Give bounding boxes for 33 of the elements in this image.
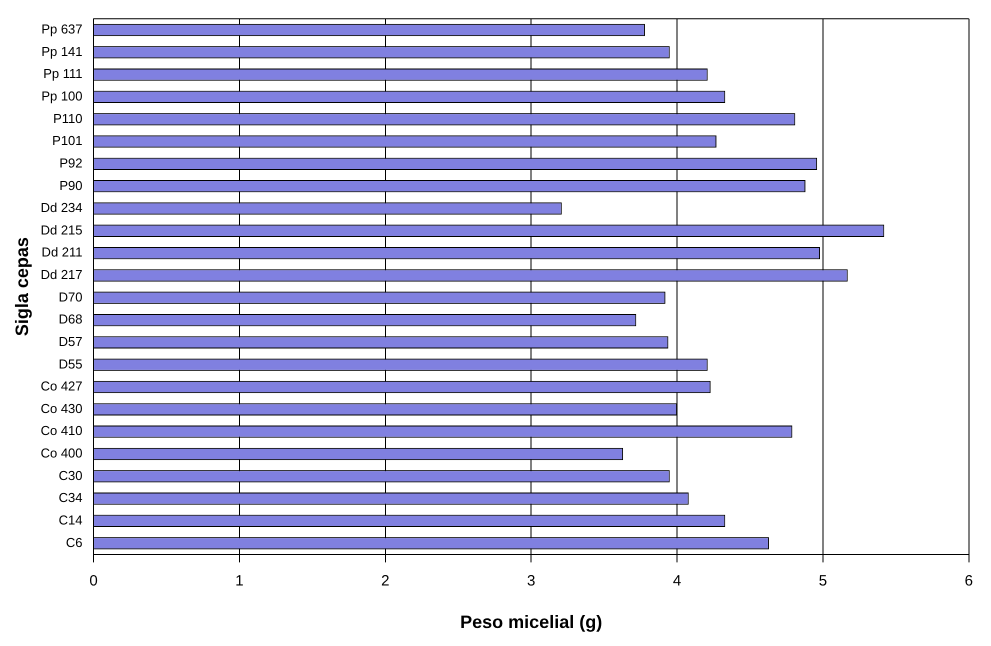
y-tick-label: Co 400 — [40, 446, 83, 461]
x-axis-title: Peso micelial (g) — [460, 612, 602, 632]
y-tick-label: P92 — [59, 155, 83, 170]
y-tick-label: Dd 234 — [40, 200, 83, 216]
y-tick-label: C14 — [58, 512, 83, 528]
y-tick-label: D70 — [58, 289, 83, 304]
y-tick-label: D57 — [58, 334, 83, 349]
y-tick-label: C30 — [58, 468, 83, 483]
y-tick-label: D55 — [58, 356, 83, 372]
y-tick-label: Dd 215 — [40, 222, 83, 238]
y-tick-label: Pp 637 — [41, 22, 83, 37]
y-tick-label: Co 430 — [40, 400, 83, 416]
x-tick-label: 6 — [964, 572, 973, 590]
y-axis-title: Sigla cepas — [12, 237, 32, 336]
y-tick-label: P101 — [52, 133, 83, 148]
y-tick-label: C34 — [58, 490, 83, 506]
y-tick-label: Pp 111 — [43, 66, 83, 82]
y-tick-label: Co 410 — [40, 423, 83, 438]
y-tick-label: Pp 141 — [41, 44, 83, 59]
y-tick-label: P110 — [53, 110, 83, 126]
y-tick-label: Co 427 — [40, 378, 83, 394]
y-tick-label: Dd 211 — [42, 244, 83, 260]
x-tick-label: 4 — [672, 572, 682, 590]
x-tick-label: 2 — [381, 572, 390, 590]
y-tick-label: Pp 100 — [41, 88, 83, 104]
x-tick-label: 1 — [235, 572, 244, 590]
x-tick-label: 3 — [527, 572, 536, 590]
y-tick-label: C6 — [66, 534, 83, 550]
x-tick-label: 5 — [818, 572, 828, 590]
y-tick-label: D68 — [58, 312, 83, 327]
x-tick-label: 0 — [89, 572, 98, 590]
y-tick-label: Dd 217 — [40, 267, 83, 282]
y-tick-label: P90 — [59, 178, 83, 193]
